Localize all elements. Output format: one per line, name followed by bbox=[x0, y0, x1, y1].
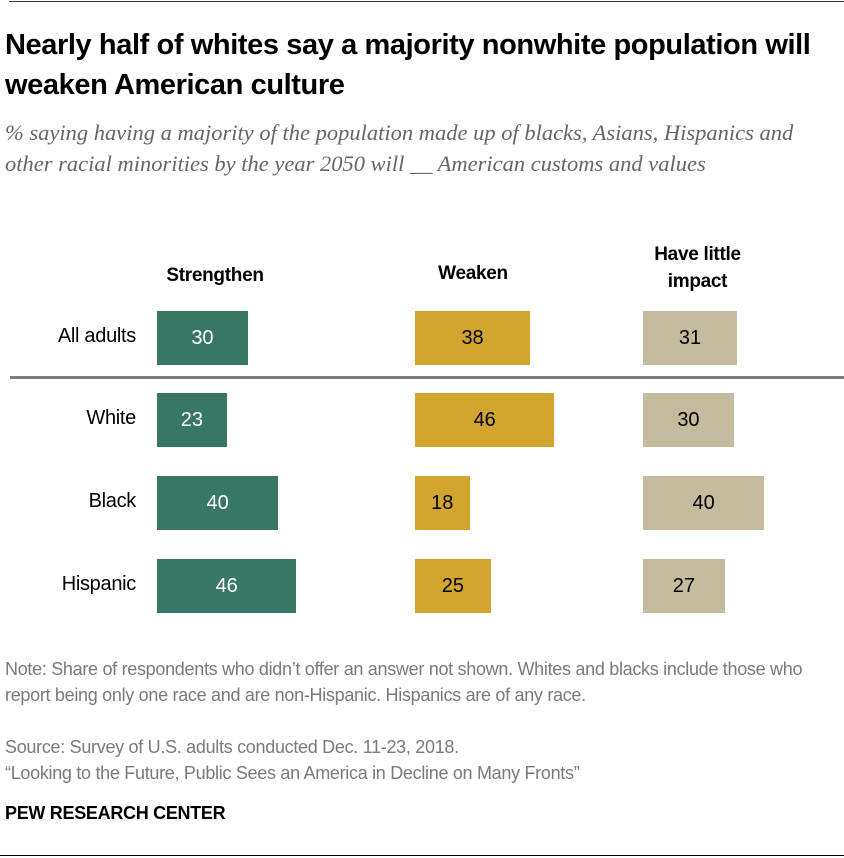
bar-have-little-impact: 30 bbox=[643, 393, 734, 447]
bar-strengthen: 40 bbox=[157, 476, 279, 530]
bar-have-little-impact: 27 bbox=[643, 559, 725, 613]
data-label: 30 bbox=[677, 408, 700, 431]
bar-weaken: 25 bbox=[415, 559, 491, 613]
data-label: 38 bbox=[461, 326, 484, 349]
bottom-rule bbox=[0, 855, 844, 856]
bar-have-little-impact: 40 bbox=[643, 476, 765, 530]
row-label: Black bbox=[88, 490, 137, 512]
data-label: 18 bbox=[431, 491, 454, 514]
data-label: 46 bbox=[215, 574, 238, 597]
data-label: 40 bbox=[692, 491, 715, 514]
chart-subtitle: % saying having a majority of the popula… bbox=[5, 120, 794, 176]
chart-title: Nearly half of whites say a majority non… bbox=[5, 29, 811, 101]
column-header-strengthen: Strengthen bbox=[166, 265, 264, 286]
data-label: 23 bbox=[180, 408, 203, 431]
column-header-weaken: Weaken bbox=[438, 263, 508, 284]
data-label: 27 bbox=[672, 574, 696, 597]
bar-weaken: 38 bbox=[415, 311, 531, 365]
data-label: 30 bbox=[191, 326, 214, 349]
source-text: Source: Survey of U.S. adults conducted … bbox=[5, 737, 459, 757]
row-label: Hispanic bbox=[61, 573, 137, 595]
top-rule bbox=[9, 1, 844, 2]
bar-strengthen: 46 bbox=[157, 559, 297, 613]
report-title-text: “Looking to the Future, Public Sees an A… bbox=[5, 763, 580, 783]
row-label: White bbox=[86, 407, 136, 429]
row-separator bbox=[10, 376, 844, 379]
brand-logo-text: PEW RESEARCH CENTER bbox=[5, 803, 226, 823]
data-label: 25 bbox=[441, 574, 464, 597]
data-label: 31 bbox=[678, 326, 702, 349]
data-label: 40 bbox=[206, 491, 229, 514]
row-label: All adults bbox=[57, 325, 136, 347]
column-header-have-little-impact: Have little impact bbox=[654, 244, 741, 292]
bar-have-little-impact: 31 bbox=[643, 311, 737, 365]
bar-weaken: 18 bbox=[415, 476, 470, 530]
bar-strengthen: 30 bbox=[157, 311, 248, 365]
bar-weaken: 46 bbox=[415, 393, 555, 447]
data-label: 46 bbox=[473, 408, 496, 431]
note-text: Note: Share of respondents who didn’t of… bbox=[5, 659, 803, 705]
bar-strengthen: 23 bbox=[157, 393, 227, 447]
